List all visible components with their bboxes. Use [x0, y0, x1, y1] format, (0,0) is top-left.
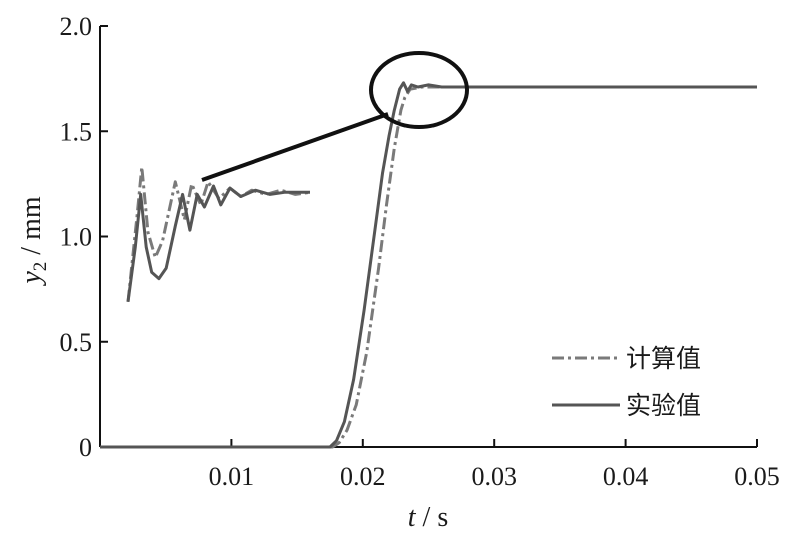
zoom-callout — [201, 51, 469, 182]
y-axis-label: y2 / mm — [16, 196, 51, 286]
chart-axes — [99, 26, 757, 448]
zoom-inset — [126, 165, 311, 302]
x-tick-label: 0.01 — [209, 462, 255, 491]
x-axis-label: t / s — [408, 502, 448, 533]
y-tick-label: 1.0 — [60, 223, 93, 252]
x-tick-label: 0.02 — [340, 462, 386, 491]
chart-ticks: 0 0.5 1.0 1.5 2.0 0.01 0.02 0.03 0.04 0.05 — [60, 12, 780, 491]
y-axis-unit: / mm — [16, 196, 47, 262]
x-axis-unit: / s — [416, 502, 449, 533]
y-tick-label: 0.5 — [60, 328, 93, 357]
x-axis-var: t — [408, 502, 417, 533]
zoom-ellipse — [369, 51, 469, 129]
legend-label-experimental: 实验值 — [626, 391, 701, 420]
chart-legend: 计算值 实验值 — [552, 344, 701, 420]
chart-series — [100, 81, 757, 449]
inset-line-experimental — [126, 184, 310, 302]
x-tick-label: 0.03 — [471, 462, 517, 491]
series-line-experimental — [100, 81, 757, 449]
y-tick-label: 2.0 — [60, 12, 93, 41]
axis-labels: t / s y2 / mm — [16, 196, 448, 533]
x-tick-label: 0.05 — [734, 462, 780, 491]
legend-label-calculated: 计算值 — [626, 344, 701, 373]
y-axis-sub: 2 — [30, 262, 51, 272]
x-tick-label: 0.04 — [603, 462, 649, 491]
y-tick-label: 0 — [79, 433, 92, 462]
inset-line-calculated — [126, 165, 311, 302]
y-tick-label: 1.5 — [60, 117, 93, 146]
y-axis-var: y — [16, 271, 47, 287]
zoom-connector-line — [201, 112, 389, 182]
